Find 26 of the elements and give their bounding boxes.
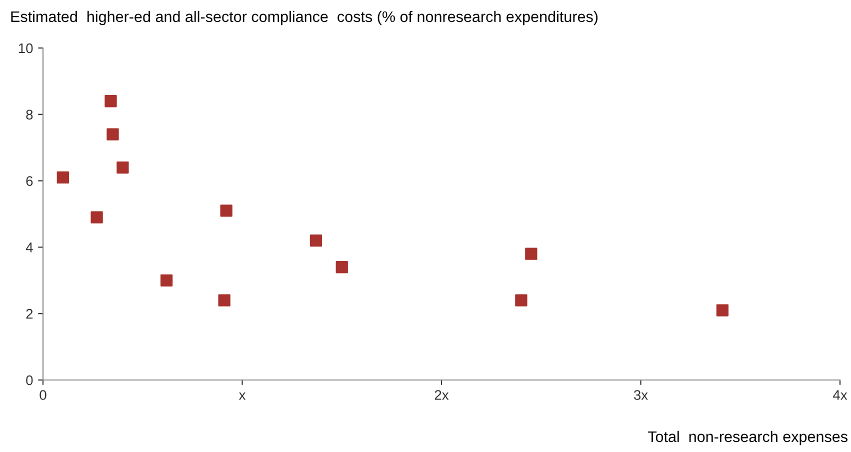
point (336, 261, 348, 274)
point (515, 294, 528, 306)
point (106, 128, 119, 140)
y-tick-label: 2 (26, 308, 33, 319)
y-tick-label: 4 (26, 242, 33, 252)
point (104, 95, 117, 108)
x-tick-label: 3x (634, 390, 648, 400)
x-tick-label: 4x (832, 390, 848, 400)
point (310, 234, 322, 247)
x-tick-label: 2x (434, 390, 449, 400)
y-tick-label: 0 (26, 375, 33, 386)
point (116, 161, 129, 174)
x-tick-label: x (238, 392, 246, 400)
y-tick-label: 10 (18, 43, 33, 54)
point (525, 248, 538, 260)
point (56, 171, 69, 184)
point (220, 204, 232, 217)
x-tick-label: 0 (40, 390, 46, 400)
point (716, 304, 729, 316)
point (90, 211, 103, 224)
point (160, 274, 173, 286)
y-tick-label: 6 (26, 176, 33, 186)
x-axis-title: Total non-research expenses (648, 430, 848, 446)
chart-title: Estimated higher-ed and all-sector compliance costs (% of nonresearch expenditures) (11, 10, 598, 26)
point (218, 294, 230, 306)
y-tick-label: 8 (26, 110, 33, 120)
